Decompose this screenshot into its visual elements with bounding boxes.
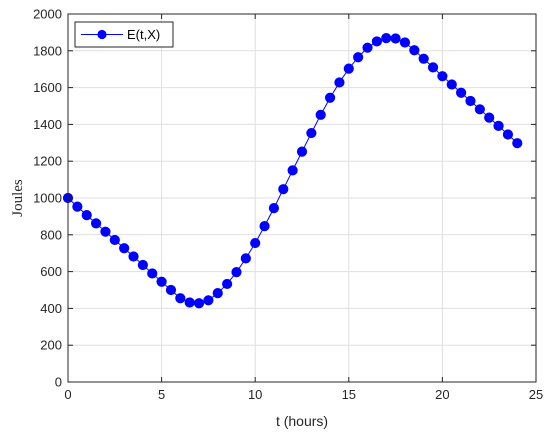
y-tick-label: 1200: [33, 154, 62, 169]
legend-entry-e-t-x: E(t,X): [127, 27, 160, 42]
series-e-t-x: [62, 33, 523, 309]
x-tick-label: 10: [248, 387, 262, 402]
y-tick-label: 1600: [33, 80, 62, 95]
data-point: [81, 210, 92, 221]
data-point: [427, 62, 439, 73]
data-point: [502, 129, 514, 140]
data-point: [193, 298, 205, 309]
y-tick-label: 0: [55, 375, 62, 390]
data-point: [259, 221, 270, 232]
y-tick-label: 600: [40, 264, 62, 279]
data-point: [484, 112, 495, 123]
x-axis-label: t (hours): [276, 413, 328, 429]
data-point: [334, 77, 345, 88]
y-tick-label: 200: [40, 338, 62, 353]
data-point: [296, 146, 308, 157]
data-point: [493, 120, 504, 131]
data-point: [222, 278, 233, 290]
data-point: [390, 33, 401, 44]
grid: [67, 13, 537, 383]
data-point: [165, 284, 177, 296]
data-point: [203, 295, 214, 306]
data-point: [240, 253, 251, 264]
data-point: [137, 259, 148, 271]
y-tick-label: 800: [40, 227, 62, 242]
data-point: [315, 109, 326, 120]
x-tick-label: 5: [158, 387, 165, 402]
data-point: [409, 45, 420, 56]
x-tick-label: 15: [342, 387, 356, 402]
data-point: [212, 288, 223, 299]
data-point: [465, 95, 476, 107]
data-point: [399, 37, 411, 48]
data-point: [362, 42, 373, 53]
data-point: [175, 293, 186, 304]
x-tick-label: 0: [64, 387, 71, 402]
data-point: [446, 79, 457, 90]
data-point: [437, 71, 448, 82]
data-point: [100, 226, 111, 237]
data-point: [72, 201, 83, 212]
data-point: [119, 243, 130, 254]
data-point: [250, 237, 261, 249]
data-point: [381, 33, 392, 44]
data-point: [456, 87, 467, 98]
data-point: [287, 165, 298, 176]
data-point: [371, 36, 382, 47]
legend-marker-icon: [97, 29, 107, 40]
y-tick-label: 400: [40, 301, 62, 316]
data-point: [268, 203, 280, 214]
x-tick-label: 25: [529, 387, 543, 402]
data-point: [343, 63, 354, 74]
data-point: [278, 184, 289, 195]
data-point: [512, 138, 523, 149]
data-point: [231, 267, 242, 278]
data-point: [324, 92, 336, 103]
y-tick-label: 1000: [33, 191, 62, 206]
data-point: [128, 251, 139, 262]
data-point: [353, 52, 364, 63]
data-point: [147, 268, 158, 279]
data-point: [418, 53, 429, 64]
data-point: [474, 104, 485, 115]
data-point: [90, 218, 102, 229]
data-point: [184, 297, 195, 308]
y-tick-label: 1800: [33, 43, 62, 58]
data-point: [306, 127, 317, 139]
y-tick-label: 2000: [33, 7, 62, 22]
x-tick-label: 20: [435, 387, 449, 402]
y-tick-label: 1400: [33, 117, 62, 132]
axis-ticks: 0 5 10 15 20 25 0 200 400 600 800 1000 1200 1400 1600 1…: [33, 7, 543, 403]
data-point: [109, 234, 120, 246]
legend: E(t,X): [74, 21, 174, 48]
y-axis-label: Joules: [10, 179, 26, 217]
data-point: [156, 276, 167, 287]
